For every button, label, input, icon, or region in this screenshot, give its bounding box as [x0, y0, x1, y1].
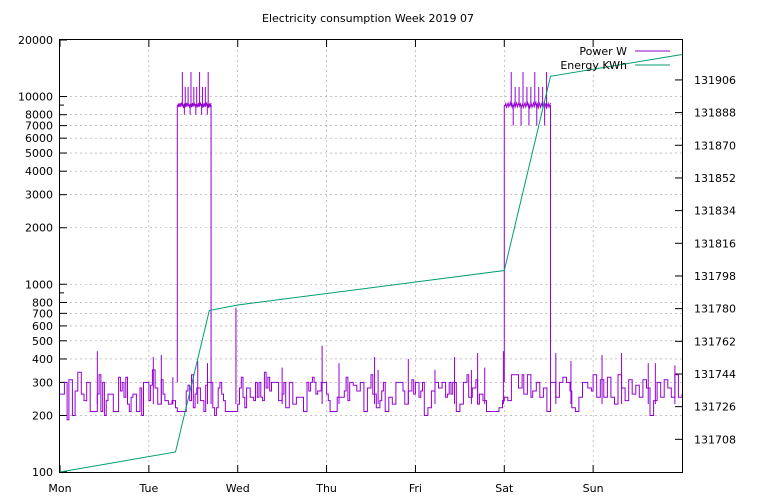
y-right-tick-label: 131762 — [694, 335, 736, 348]
y-left-tick-label: 4000 — [25, 165, 53, 178]
y-left-tick-label: 2000 — [25, 222, 53, 235]
legend-label-power: Power W — [579, 45, 627, 58]
y-left-tick-label: 700 — [32, 307, 53, 320]
y-left-tick-label: 20000 — [18, 34, 53, 47]
chart-title: Electricity consumption Week 2019 07 — [262, 12, 474, 25]
y-right-tick-label: 131888 — [694, 107, 736, 120]
y-right-tick-label: 131708 — [694, 433, 736, 446]
y-left-tick-label: 500 — [32, 335, 53, 348]
y-left-tick-label: 6000 — [25, 132, 53, 145]
series-power-line — [60, 369, 683, 421]
y-left-tick-label: 800 — [32, 296, 53, 309]
y-right-tick-label: 131726 — [694, 401, 736, 414]
x-tick-label: Thu — [315, 482, 337, 495]
plot-area — [59, 54, 683, 473]
legend-label-energy: Energy KWh — [560, 59, 627, 72]
y-right-tick-label: 131906 — [694, 74, 736, 87]
x-tick-label: Fri — [409, 482, 422, 495]
x-tick-label: Tue — [138, 482, 158, 495]
legend: Power W Energy KWh — [560, 45, 670, 72]
y-left-tick-label: 10000 — [18, 91, 53, 104]
x-tick-label: Sat — [495, 482, 514, 495]
y-left-tick-label: 400 — [32, 353, 53, 366]
y-left-tick-label: 5000 — [25, 147, 53, 160]
y-right-tick-label: 131816 — [694, 237, 736, 250]
y-right-tick-label: 131870 — [694, 139, 736, 152]
x-tick-label: Wed — [226, 482, 250, 495]
series-energy-line — [59, 54, 683, 473]
y-right-tick-label: 131834 — [694, 205, 736, 218]
y-left-tick-label: 100 — [32, 466, 53, 479]
y-right-tick-label: 131744 — [694, 368, 736, 381]
y-left-tick-label: 600 — [32, 320, 53, 333]
x-axis-labels: Mon Tue Wed Thu Fri Sat Sun — [48, 482, 603, 495]
y-left-tick-label: 200 — [32, 409, 53, 422]
plot-frame — [59, 39, 683, 473]
grid — [59, 39, 682, 473]
y-left-tick-label: 300 — [32, 376, 53, 389]
x-tick-label: Mon — [48, 482, 71, 495]
y-left-tick-label: 8000 — [25, 109, 53, 122]
y-right-tick-label: 131798 — [694, 270, 736, 283]
y-left-tick-label: 1000 — [25, 278, 53, 291]
y-left-tick-label: 7000 — [25, 120, 53, 133]
y-right-tick-label: 131852 — [694, 172, 736, 185]
y-axis-right-labels: 131708 131726 131744 131762 131780 131798 1318… — [694, 74, 736, 446]
x-tick-label: Sun — [583, 482, 604, 495]
y-right-tick-label: 131780 — [694, 303, 736, 316]
y-left-tick-label: 3000 — [25, 189, 53, 202]
